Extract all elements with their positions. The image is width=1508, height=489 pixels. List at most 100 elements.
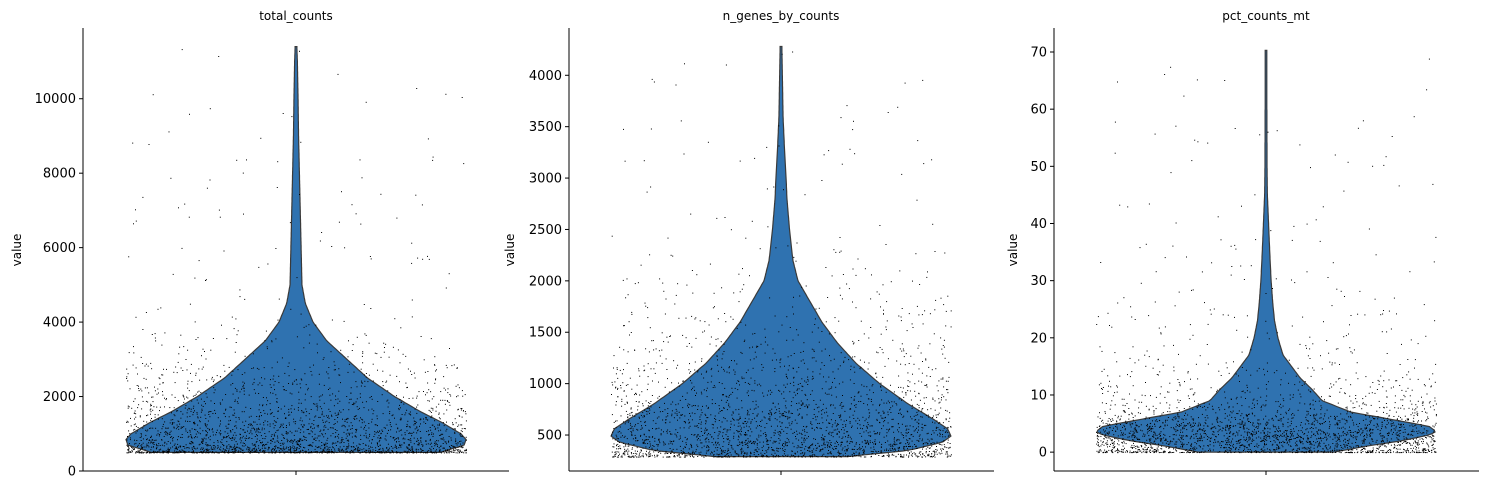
data-point <box>791 423 793 425</box>
data-point <box>623 436 625 438</box>
data-point <box>756 345 758 347</box>
data-point <box>228 416 230 418</box>
data-point <box>267 424 269 426</box>
data-point <box>821 180 823 181</box>
data-point <box>899 442 901 444</box>
data-point <box>689 372 691 374</box>
data-point <box>700 409 702 411</box>
data-point <box>174 450 176 452</box>
data-point <box>455 385 457 387</box>
data-point <box>802 403 804 405</box>
data-point <box>827 415 829 417</box>
data-point <box>373 410 375 412</box>
data-point <box>911 407 913 409</box>
data-point <box>849 148 851 150</box>
data-point <box>391 451 393 453</box>
data-point <box>803 437 805 439</box>
data-point <box>304 393 306 395</box>
data-point <box>675 429 677 431</box>
data-point <box>287 440 289 441</box>
data-point <box>822 403 824 405</box>
data-point <box>809 447 811 448</box>
data-point <box>410 441 412 443</box>
data-point <box>739 160 741 162</box>
data-point <box>220 449 222 451</box>
data-point <box>332 427 334 429</box>
data-point <box>624 435 626 437</box>
data-point <box>353 371 355 373</box>
data-point <box>172 419 174 421</box>
data-point <box>746 434 748 436</box>
data-point <box>140 433 142 434</box>
data-point <box>617 441 619 442</box>
data-point <box>943 427 945 429</box>
data-point <box>925 451 927 452</box>
data-point <box>365 101 367 103</box>
data-point <box>846 450 848 452</box>
data-point <box>140 445 142 447</box>
data-point <box>174 452 176 454</box>
data-point <box>205 442 207 444</box>
data-point <box>264 447 266 449</box>
data-point <box>821 362 823 364</box>
data-point <box>903 350 905 352</box>
data-point <box>200 398 202 400</box>
data-point <box>886 435 888 437</box>
data-point <box>228 423 230 425</box>
data-point <box>795 438 797 440</box>
data-point <box>329 427 331 429</box>
data-point <box>231 374 233 376</box>
data-point <box>802 456 803 458</box>
data-point <box>732 417 734 419</box>
data-point <box>883 413 885 414</box>
data-point <box>858 452 860 454</box>
data-point <box>243 425 245 427</box>
data-point <box>860 366 862 368</box>
data-point <box>389 452 391 454</box>
data-point <box>275 431 277 433</box>
data-point <box>219 434 221 436</box>
data-point <box>880 382 882 384</box>
data-point <box>299 50 300 52</box>
data-point <box>909 438 911 440</box>
data-point <box>413 431 415 433</box>
data-point <box>799 383 801 384</box>
data-point <box>738 381 740 382</box>
data-point <box>433 396 435 398</box>
data-point <box>401 444 403 446</box>
data-point <box>782 455 784 457</box>
data-point <box>353 446 355 448</box>
data-point <box>757 451 759 453</box>
y-tick-label: 500 <box>537 429 562 444</box>
data-point <box>191 448 193 450</box>
data-point <box>908 443 910 445</box>
data-point <box>262 444 264 446</box>
data-point <box>458 446 460 448</box>
data-point <box>255 448 257 450</box>
data-point <box>635 437 637 439</box>
data-point <box>156 406 158 408</box>
data-point <box>795 394 797 396</box>
data-point <box>712 307 714 309</box>
data-point <box>737 389 739 391</box>
data-point <box>697 409 699 410</box>
data-point <box>135 209 136 211</box>
data-point <box>411 316 413 318</box>
data-point <box>738 273 740 275</box>
data-point <box>249 449 251 451</box>
data-point <box>801 378 803 380</box>
data-point <box>303 435 304 437</box>
data-point <box>147 365 149 367</box>
data-point <box>745 423 747 425</box>
data-point <box>298 451 300 453</box>
data-point <box>722 435 723 437</box>
data-point <box>671 415 673 417</box>
data-point <box>446 450 448 452</box>
data-point <box>767 444 769 445</box>
data-point <box>629 334 630 336</box>
data-point <box>765 438 767 440</box>
data-point <box>675 404 677 406</box>
data-point <box>411 435 413 437</box>
data-point <box>917 410 919 412</box>
data-point <box>339 448 341 450</box>
